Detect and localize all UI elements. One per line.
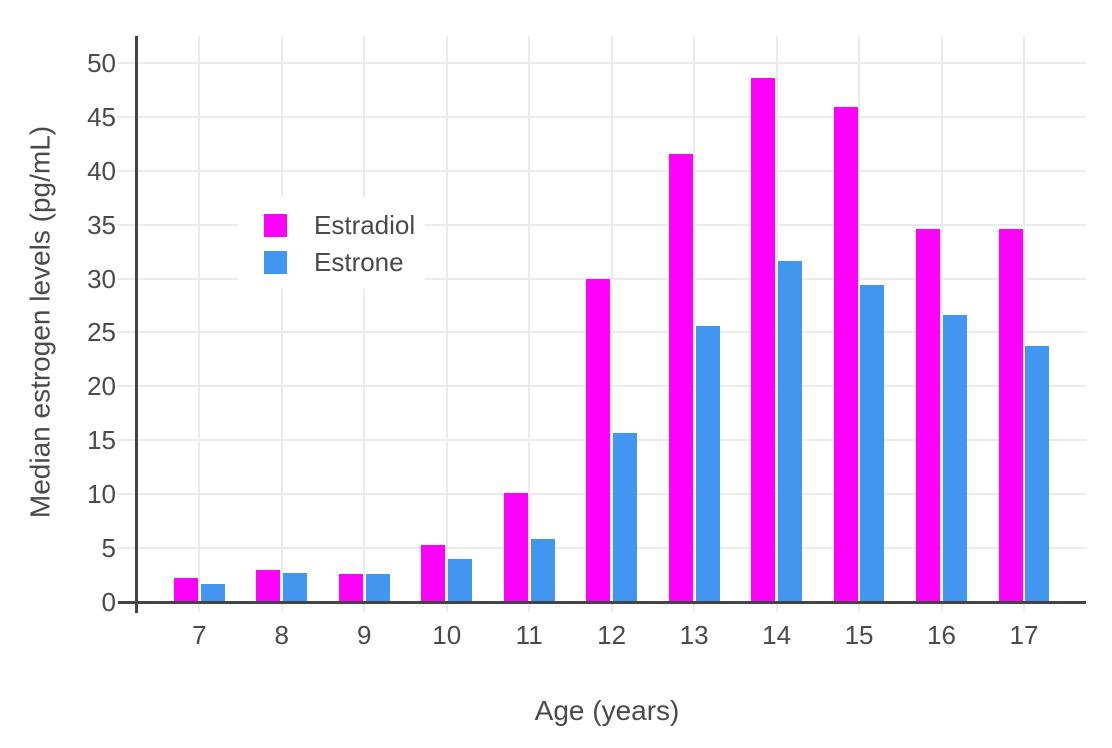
bar-estrone-age-14[interactable] xyxy=(777,261,802,602)
x-axis-line xyxy=(118,600,1086,604)
x-tick-label-17: 17 xyxy=(1009,620,1039,650)
bar-estrone-age-9[interactable] xyxy=(365,573,390,602)
legend-label-estrone: Estrone xyxy=(314,247,404,277)
x-tick-mark-7 xyxy=(198,603,201,612)
x-tick-label-15: 15 xyxy=(844,620,874,650)
x-tick-mark-16 xyxy=(940,603,943,612)
x-gridline-14 xyxy=(775,36,778,602)
bar-estrone-age-17[interactable] xyxy=(1025,346,1050,602)
legend-swatch-estradiol xyxy=(264,214,287,237)
y-tick-label-35: 35 xyxy=(87,209,116,240)
y-gridline-40 xyxy=(117,169,1086,172)
x-tick-label-11: 11 xyxy=(515,620,543,650)
x-tick-mark-17 xyxy=(1023,603,1025,612)
y-tick-label-5: 5 xyxy=(101,533,116,564)
x-tick-label-14: 14 xyxy=(762,620,792,650)
legend-label-estradiol: Estradiol xyxy=(314,210,416,240)
x-tick-mark-10 xyxy=(445,603,448,612)
x-gridline-11 xyxy=(528,36,531,602)
bar-estradiol-age-17[interactable] xyxy=(998,228,1023,602)
bar-estrone-age-13[interactable] xyxy=(695,326,720,602)
x-gridline-9 xyxy=(363,36,366,602)
x-tick-label-7: 7 xyxy=(192,620,207,650)
x-axis-title: Age (years) xyxy=(534,695,680,726)
x-tick-label-10: 10 xyxy=(432,620,462,650)
y-gridline-45 xyxy=(117,115,1086,118)
x-tick-label-16: 16 xyxy=(927,620,956,650)
y-gridline-35 xyxy=(117,223,1086,226)
x-tick-mark-14 xyxy=(775,603,778,612)
bar-estrone-age-16[interactable] xyxy=(942,315,967,602)
bar-estrone-age-12[interactable] xyxy=(613,432,638,602)
y-tick-label-40: 40 xyxy=(87,155,116,186)
x-tick-label-8: 8 xyxy=(274,620,289,650)
bar-estrone-age-7[interactable] xyxy=(200,583,225,602)
bar-estradiol-age-10[interactable] xyxy=(421,544,446,602)
bar-estradiol-age-16[interactable] xyxy=(916,228,941,602)
x-tick-mark-9 xyxy=(363,603,366,612)
y-tick-label-20: 20 xyxy=(87,371,116,402)
bar-estradiol-age-14[interactable] xyxy=(751,78,776,602)
bar-estrone-age-15[interactable] xyxy=(860,285,885,602)
y-axis-line xyxy=(135,36,138,613)
x-tick-label-12: 12 xyxy=(597,620,627,650)
x-tick-mark-15 xyxy=(858,603,861,612)
x-gridline-17 xyxy=(1023,36,1025,602)
bar-estradiol-age-9[interactable] xyxy=(338,573,363,602)
y-gridline-50 xyxy=(117,61,1086,64)
x-gridline-13 xyxy=(693,36,696,602)
x-tick-mark-8 xyxy=(280,603,283,612)
legend: Estradiol Estrone xyxy=(238,197,425,289)
bar-estradiol-age-8[interactable] xyxy=(256,569,281,602)
x-tick-label-9: 9 xyxy=(357,620,372,650)
bar-estradiol-age-7[interactable] xyxy=(173,578,198,602)
x-gridline-8 xyxy=(280,36,283,602)
x-tick-mark-12 xyxy=(610,603,613,612)
x-gridline-16 xyxy=(940,36,943,602)
x-gridline-7 xyxy=(198,36,201,602)
y-tick-label-0: 0 xyxy=(101,587,116,617)
bar-estradiol-age-11[interactable] xyxy=(503,493,528,602)
y-tick-label-50: 50 xyxy=(87,47,116,78)
y-tick-label-10: 10 xyxy=(87,479,116,510)
legend-swatch-estrone xyxy=(264,251,287,274)
x-gridline-15 xyxy=(858,36,861,602)
x-tick-mark-13 xyxy=(693,603,696,612)
x-tick-mark-11 xyxy=(528,603,531,612)
y-tick-label-15: 15 xyxy=(87,425,116,456)
legend-item-estradiol[interactable]: Estradiol xyxy=(264,210,425,240)
x-tick-label-13: 13 xyxy=(679,620,709,650)
y-tick-label-45: 45 xyxy=(87,101,116,132)
legend-item-estrone[interactable]: Estrone xyxy=(264,247,425,277)
bar-estradiol-age-15[interactable] xyxy=(833,107,858,602)
y-axis-title: Median estrogen levels (pg/mL) xyxy=(24,125,56,519)
bar-estrone-age-11[interactable] xyxy=(530,539,555,602)
x-gridline-12 xyxy=(610,36,613,602)
bar-estradiol-age-13[interactable] xyxy=(668,153,693,602)
x-gridline-10 xyxy=(445,36,448,602)
bar-estradiol-age-12[interactable] xyxy=(586,278,611,602)
y-tick-label-30: 30 xyxy=(87,263,116,294)
bar-estrone-age-10[interactable] xyxy=(448,558,473,602)
bar-estrone-age-8[interactable] xyxy=(283,572,308,602)
y-tick-label-25: 25 xyxy=(87,317,116,348)
